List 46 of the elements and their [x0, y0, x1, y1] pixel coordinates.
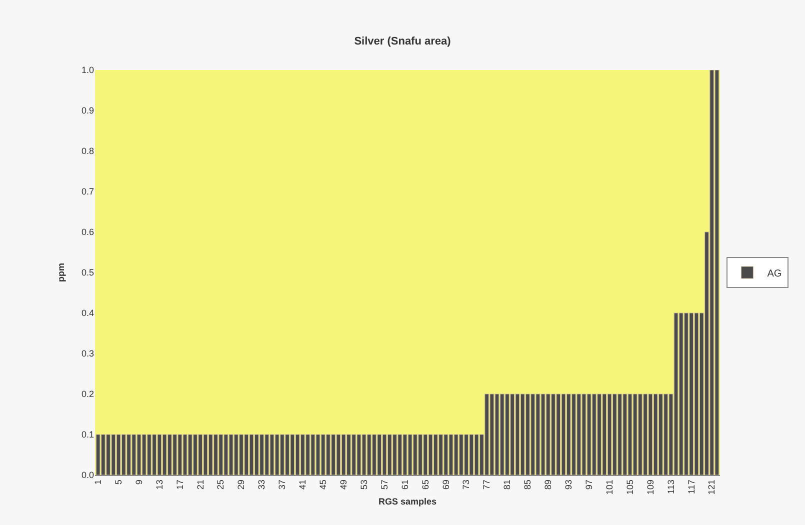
x-tick-label: 45 [318, 480, 328, 490]
x-tick-label: 25 [216, 480, 226, 490]
x-tick-label: 105 [624, 480, 635, 495]
x-tick-label: 49 [338, 480, 348, 490]
y-tick-label: 0.3 [81, 348, 94, 359]
y-axis-title: ppm [56, 263, 66, 282]
x-tick-label: 29 [236, 480, 246, 490]
x-tick-label: 13 [154, 480, 164, 490]
y-tick-label: 0.9 [81, 106, 94, 116]
x-tick-label: 85 [522, 480, 533, 490]
x-tick-label: 77 [482, 480, 492, 490]
y-tick-label: 0.7 [81, 186, 94, 197]
x-tick-label: 57 [379, 480, 390, 490]
x-tick-label: 109 [645, 480, 656, 495]
y-tick-label: 0.5 [81, 268, 94, 278]
x-tick-label: 101 [604, 480, 614, 495]
chart-title: Silver (Snafu area) [354, 35, 452, 48]
x-tick-label: 69 [440, 480, 451, 490]
x-tick-label: 81 [502, 480, 512, 490]
y-tick-label: 0.1 [81, 430, 94, 440]
y-tick-label: 0.4 [81, 308, 94, 318]
x-tick-label: 1 [92, 480, 103, 485]
y-tick-label: 0.0 [81, 470, 94, 480]
x-tick-label: 121 [706, 480, 717, 495]
x-tick-label: 97 [584, 480, 594, 490]
y-tick-label: 1.0 [81, 65, 94, 76]
y-tick-label: 0.6 [81, 227, 94, 238]
y-tick-label: 0.2 [81, 389, 94, 400]
x-tick-label: 73 [461, 480, 472, 490]
legend-label: AG [767, 268, 782, 280]
x-tick-label: 41 [298, 480, 308, 490]
x-tick-label: 9 [134, 480, 144, 485]
x-tick-label: 5 [113, 480, 124, 485]
x-tick-label: 21 [195, 480, 206, 490]
x-tick-label: 93 [564, 480, 574, 490]
x-tick-label: 113 [666, 480, 676, 494]
x-tick-label: 37 [277, 480, 288, 490]
x-tick-label: 117 [686, 480, 696, 494]
y-tick-label: 0.8 [81, 146, 94, 156]
x-tick-label: 53 [358, 480, 369, 490]
x-axis-title: RGS samples [378, 496, 437, 506]
x-tick-label: 61 [400, 480, 410, 490]
x-tick-label: 33 [256, 480, 267, 490]
x-tick-label: 65 [420, 480, 430, 490]
x-tick-label: 17 [174, 480, 185, 490]
x-tick-label: 89 [543, 480, 554, 490]
